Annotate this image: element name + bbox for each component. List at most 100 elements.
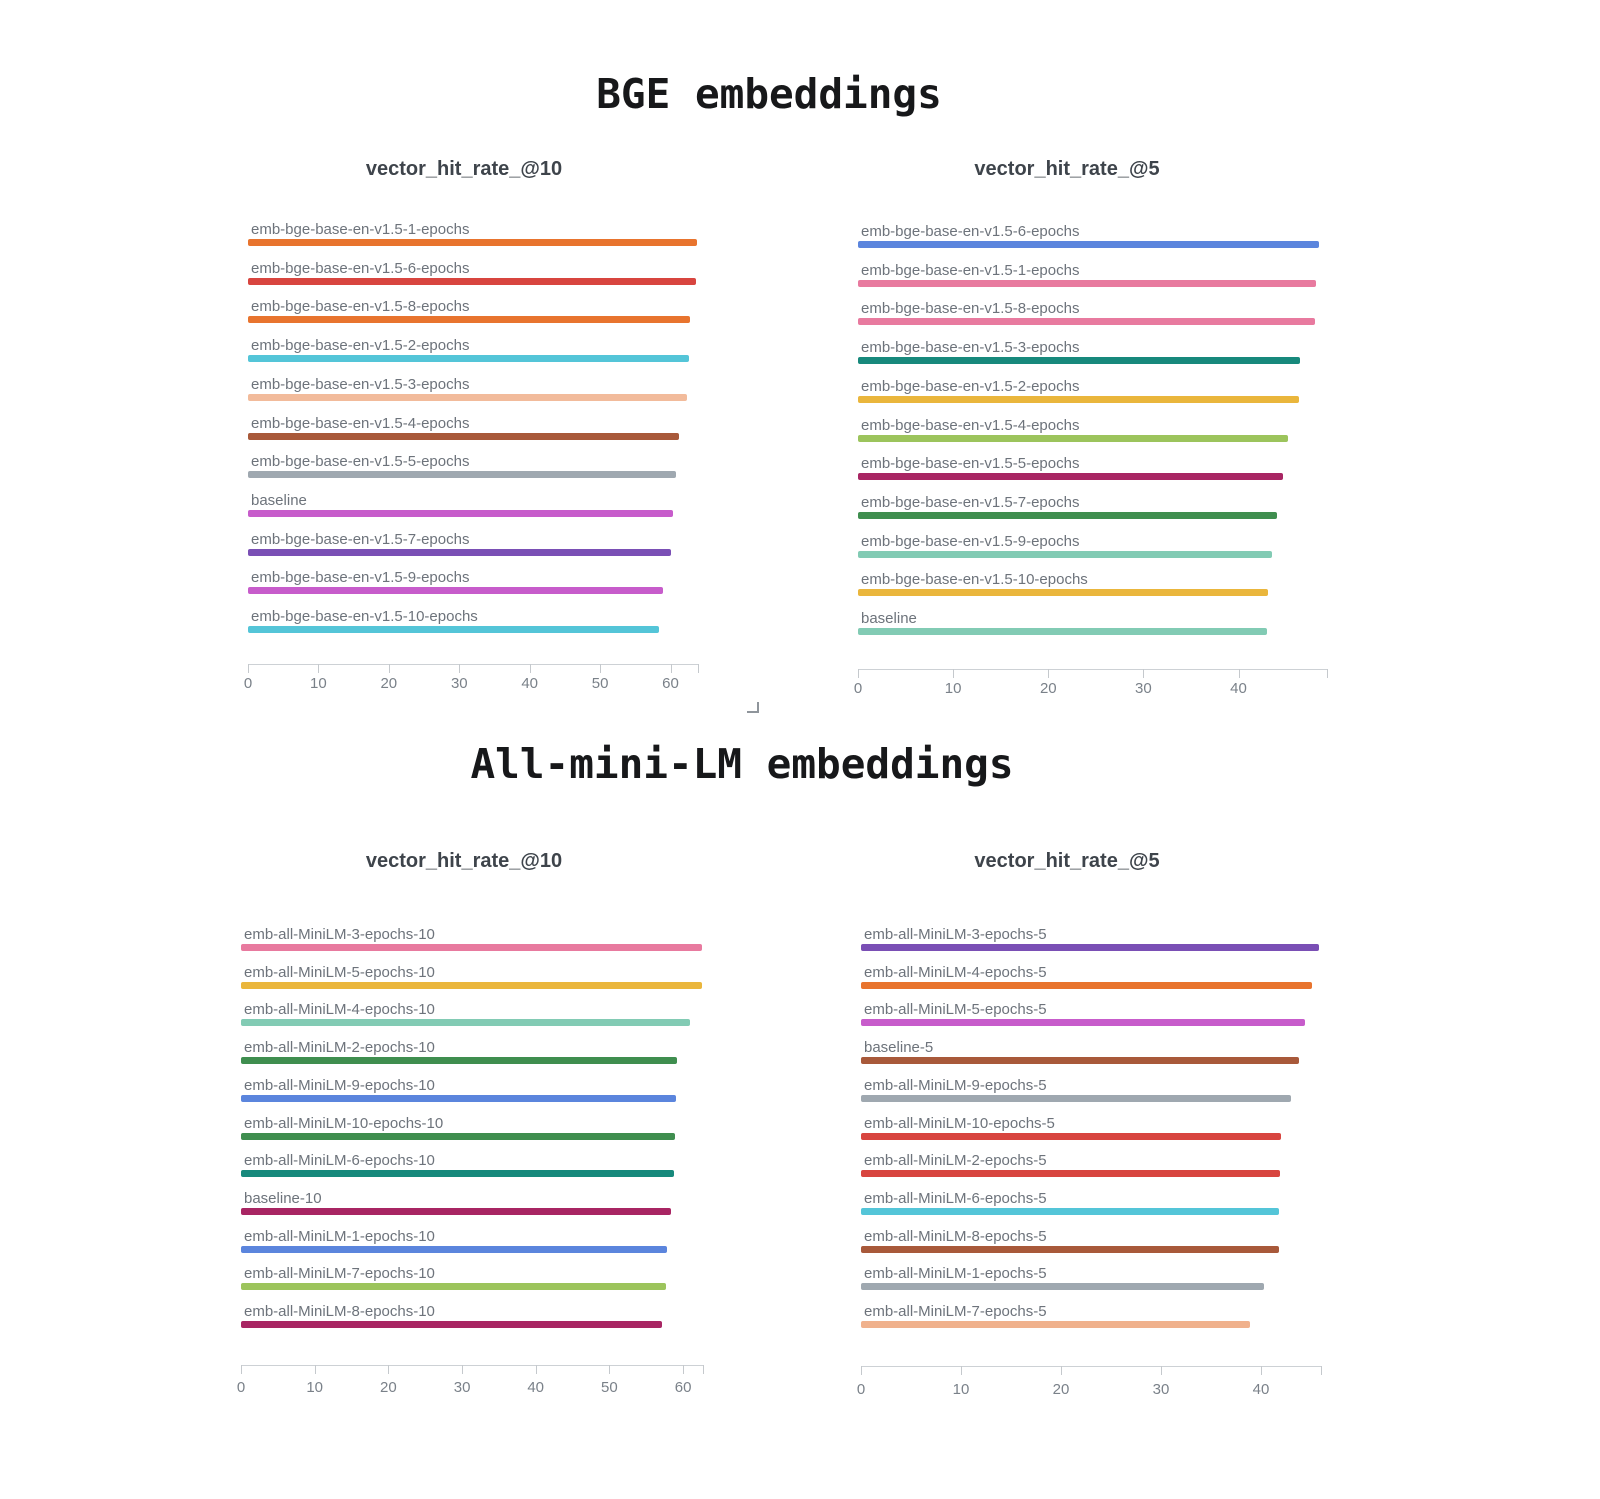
x-axis-line	[248, 664, 698, 665]
x-axis-tick	[535, 1365, 537, 1374]
bar	[858, 318, 1315, 326]
x-axis-tick-label: 40	[521, 675, 539, 692]
x-axis-tick-label: 10	[310, 675, 327, 692]
bar-label: emb-bge-base-en-v1.5-8-epochs	[251, 298, 470, 316]
chart-title-minilm-hit-rate-5: vector_hit_rate_@5	[974, 850, 1160, 872]
bar	[858, 395, 1300, 403]
section-title-all-mini-lm: All-mini-LM embeddings	[470, 740, 1014, 788]
bar	[861, 1283, 1264, 1291]
x-axis-tick	[1238, 669, 1240, 678]
bar-label: emb-all-MiniLM-6-epochs-5	[864, 1189, 1047, 1207]
bar-label: baseline-10	[244, 1189, 322, 1207]
x-axis-tick	[314, 1365, 316, 1374]
x-axis-tick-label: 30	[1152, 1381, 1170, 1398]
bar-label: emb-all-MiniLM-9-epochs-5	[864, 1076, 1047, 1094]
bar-label: emb-bge-base-en-v1.5-10-epochs	[861, 571, 1088, 589]
x-axis-tick-label: 40	[1230, 680, 1247, 697]
bar-label: emb-all-MiniLM-1-epochs-10	[244, 1227, 435, 1245]
bar	[861, 1245, 1279, 1253]
x-axis-tick	[1161, 1366, 1162, 1375]
bar	[858, 511, 1277, 519]
bar	[241, 1170, 675, 1178]
bar	[858, 241, 1320, 248]
bar	[248, 626, 659, 633]
x-axis-tick-label: 0	[243, 675, 253, 692]
bar	[248, 355, 689, 363]
bar	[861, 1057, 1299, 1065]
chart-title-bge-hit-rate-10: vector_hit_rate_@10	[365, 158, 563, 180]
x-axis-tick	[600, 664, 602, 673]
x-axis-tick-label: 30	[450, 675, 468, 692]
bar	[248, 316, 691, 324]
x-axis-tick	[698, 664, 699, 673]
bar	[861, 1132, 1281, 1140]
x-axis-tick	[861, 1366, 862, 1375]
bar-label: emb-all-MiniLM-4-epochs-10	[244, 1001, 435, 1019]
bar	[248, 548, 671, 556]
bar	[248, 587, 663, 595]
x-axis-tick-label: 10	[944, 680, 962, 697]
bar	[241, 1207, 672, 1215]
bar-label: baseline	[251, 491, 307, 509]
x-axis-tick	[529, 664, 531, 673]
bar	[248, 277, 696, 285]
bar	[241, 981, 702, 989]
x-axis-tick	[609, 1365, 611, 1374]
bar	[858, 589, 1268, 597]
bar-label: emb-all-MiniLM-3-epochs-10	[244, 926, 435, 943]
x-axis-tick-label: 20	[1039, 680, 1057, 697]
bar	[248, 471, 677, 479]
bar-label: emb-bge-base-en-v1.5-7-epochs	[251, 530, 470, 548]
x-axis-tick-label: 20	[1052, 1381, 1070, 1398]
x-axis-tick	[1061, 1366, 1062, 1375]
bar	[861, 1094, 1291, 1102]
bar-label: emb-bge-base-en-v1.5-1-epochs	[861, 261, 1080, 279]
x-axis-tick	[1261, 1366, 1262, 1375]
resize-handle-icon[interactable]	[747, 702, 759, 713]
chart-title-bge-hit-rate-5: vector_hit_rate_@5	[974, 158, 1160, 180]
bar-label: emb-bge-base-en-v1.5-7-epochs	[861, 493, 1080, 511]
bar	[861, 1207, 1279, 1215]
x-axis-tick	[388, 1365, 390, 1374]
bar	[861, 1321, 1250, 1328]
x-axis-tick-label: 20	[380, 675, 398, 692]
x-axis-tick	[462, 1365, 464, 1374]
x-axis-tick-label: 10	[306, 1379, 324, 1396]
bar-label: emb-bge-base-en-v1.5-5-epochs	[251, 453, 470, 471]
x-axis-tick-label: 60	[674, 1379, 692, 1396]
x-axis-tick	[1048, 669, 1050, 678]
bar	[241, 944, 703, 951]
bar-label: emb-all-MiniLM-2-epochs-10	[244, 1039, 435, 1057]
bar-label: emb-bge-base-en-v1.5-3-epochs	[251, 375, 470, 393]
bar-label: emb-all-MiniLM-1-epochs-5	[864, 1265, 1047, 1283]
bar	[858, 357, 1301, 365]
bar-label: emb-bge-base-en-v1.5-3-epochs	[861, 339, 1080, 357]
bar	[858, 473, 1284, 481]
x-axis-line	[241, 1365, 703, 1366]
x-axis-tick-label: 10	[952, 1381, 970, 1398]
x-axis-tick-label: 40	[1252, 1381, 1270, 1398]
bar	[241, 1132, 675, 1140]
chart-title-minilm-hit-rate-10: vector_hit_rate_@10	[365, 850, 563, 872]
bar	[858, 550, 1272, 558]
bar	[241, 1321, 662, 1328]
bar	[858, 434, 1288, 442]
x-axis-tick-label: 0	[853, 680, 863, 697]
bar	[241, 1245, 667, 1253]
bar-label: emb-bge-base-en-v1.5-9-epochs	[861, 532, 1080, 550]
bar	[861, 1170, 1280, 1178]
x-axis-tick-label: 30	[1135, 680, 1152, 697]
bar-label: emb-all-MiniLM-7-epochs-10	[244, 1265, 435, 1283]
bar-label: emb-bge-base-en-v1.5-1-epochs	[251, 221, 470, 238]
x-axis-line	[858, 669, 1327, 670]
bar	[248, 393, 687, 401]
x-axis-tick-label: 50	[591, 675, 609, 692]
x-axis-tick	[459, 664, 461, 673]
x-axis-tick	[703, 1365, 704, 1374]
bar	[861, 981, 1312, 989]
x-axis-tick-label: 50	[601, 1379, 618, 1396]
x-axis-tick	[248, 664, 249, 673]
x-axis-tick	[670, 664, 672, 673]
bar-label: emb-all-MiniLM-4-epochs-5	[864, 963, 1047, 981]
